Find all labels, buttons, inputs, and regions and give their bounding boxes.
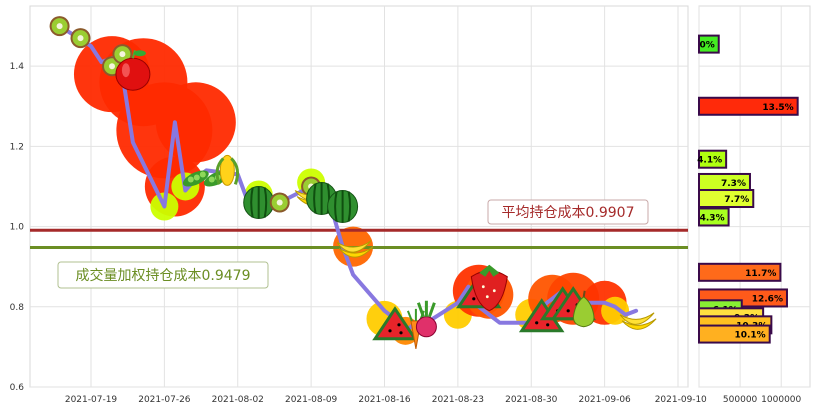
pea-icon bbox=[182, 170, 209, 187]
apple-icon bbox=[115, 49, 151, 91]
volume-bar bbox=[698, 207, 730, 227]
volume-bar-label: 7.3% bbox=[721, 179, 746, 189]
vwap-cost-label: 成交量加权持仓成本0.9479 bbox=[76, 267, 251, 284]
x-tick-label: 2021-07-19 bbox=[65, 395, 118, 405]
y-tick-label: 1.0 bbox=[10, 223, 25, 233]
banana-icon bbox=[619, 312, 657, 330]
x-tick-label: 2021-08-09 bbox=[285, 395, 338, 405]
volume-bar bbox=[698, 189, 755, 209]
watermelon-icon bbox=[327, 190, 359, 223]
volume-bar bbox=[698, 262, 782, 282]
watermelon-slice-icon bbox=[372, 306, 418, 341]
vwap-cost-label-group: 成交量加权持仓成本0.9479 bbox=[57, 261, 269, 289]
volume-bar bbox=[698, 324, 771, 344]
volume-bar-label: 11.7% bbox=[745, 269, 776, 279]
x-axis: 2021-07-19 2021-07-26 2021-08-02 2021-08-09… bbox=[65, 395, 701, 405]
pear-icon bbox=[572, 290, 595, 328]
price-line bbox=[57, 24, 639, 333]
avg-cost-label-box bbox=[487, 199, 649, 225]
volume-x-tick-label: 0 bbox=[701, 395, 707, 405]
cost-blob bbox=[155, 82, 236, 163]
price-line-layer bbox=[57, 24, 639, 333]
volume-bar-label: 4.1% bbox=[697, 156, 722, 166]
y-tick-label: 0.6 bbox=[10, 383, 25, 393]
radish-icon bbox=[415, 300, 437, 338]
watermelon-icon bbox=[243, 186, 275, 219]
volume-x-tick-label: 500000 bbox=[723, 395, 758, 405]
y-tick-label: 0.8 bbox=[10, 303, 25, 313]
corn-icon bbox=[215, 154, 240, 186]
x-tick-label: 2021-08-02 bbox=[212, 395, 264, 405]
volume-bar-label: 12.6% bbox=[752, 294, 783, 304]
fruit-layer bbox=[49, 16, 657, 349]
x-tick-label: 2021-08-30 bbox=[505, 395, 558, 405]
volume-bar bbox=[698, 96, 799, 116]
volume-x-tick-label: 1000000 bbox=[761, 395, 801, 405]
vwap-cost-label-box bbox=[57, 261, 269, 289]
banana-icon bbox=[336, 240, 374, 258]
volume-bar bbox=[698, 149, 728, 169]
kiwi-icon bbox=[49, 16, 70, 37]
x-tick-label: 2021-08-23 bbox=[432, 395, 484, 405]
kiwi-icon bbox=[70, 28, 91, 49]
volume-bar bbox=[698, 34, 720, 54]
strawberry-icon bbox=[470, 264, 508, 312]
x-tick-label: 2021-08-16 bbox=[358, 395, 411, 405]
avg-cost-label-group: 平均持仓成本0.9907 bbox=[487, 199, 649, 225]
x-tick-label: 2021-09-06 bbox=[578, 395, 631, 405]
volume-bar-label: 0% bbox=[699, 41, 714, 51]
y-tick-label: 1.4 bbox=[10, 62, 25, 72]
x-tick-label: 2021-07-26 bbox=[138, 395, 191, 405]
volume-bars: 0%13.5%4.1%7.3%7.7%4.3%11.7%12.6%6.1%9.2… bbox=[697, 34, 799, 344]
x-tick-label: 2021-09-1 bbox=[655, 395, 702, 405]
volume-bar-label: 7.7% bbox=[724, 195, 749, 205]
volume-bar-label: 13.5% bbox=[762, 103, 793, 113]
y-tick-label: 1.2 bbox=[10, 142, 24, 152]
avg-cost-label: 平均持仓成本0.9907 bbox=[502, 205, 635, 221]
volume-bar-label: 4.3% bbox=[700, 213, 725, 223]
kiwi-icon bbox=[269, 192, 290, 213]
y-axis: 0.6 0.8 1.0 1.2 1.4 bbox=[10, 62, 25, 393]
volume-bar-label: 10.1% bbox=[734, 331, 765, 341]
volume-x-axis: 0 500000 1000000 bbox=[701, 395, 802, 405]
